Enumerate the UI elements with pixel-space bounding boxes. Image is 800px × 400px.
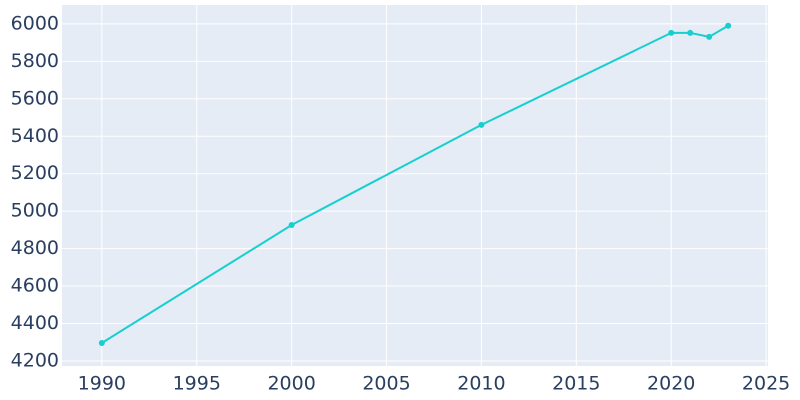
y-tick-label: 5400 <box>11 125 59 147</box>
point <box>687 29 694 36</box>
y-tick-label: 5000 <box>11 200 59 222</box>
plot-area <box>62 5 768 366</box>
x-tick-label: 1995 <box>173 373 221 395</box>
y-tick-label: 6000 <box>11 12 59 34</box>
point <box>98 339 105 346</box>
x-tick-label: 2015 <box>552 373 600 395</box>
x-tick-label: 1990 <box>78 373 126 395</box>
y-tick-label: 5600 <box>11 87 59 109</box>
y-tick-label: 4600 <box>11 275 59 297</box>
x-tick-label: 2000 <box>267 373 315 395</box>
y-tick-label: 4800 <box>11 237 59 259</box>
y-tick-label: 5200 <box>11 162 59 184</box>
point <box>668 29 675 36</box>
point <box>706 33 713 40</box>
x-tick-label: 2005 <box>362 373 410 395</box>
x-tick-label: 2025 <box>742 373 790 395</box>
x-tick-label: 2010 <box>457 373 505 395</box>
y-tick-label: 5800 <box>11 50 59 72</box>
x-tick-label: 2020 <box>647 373 695 395</box>
point <box>725 22 732 29</box>
point <box>478 121 485 128</box>
point <box>288 222 295 229</box>
y-tick-label: 4400 <box>11 312 59 334</box>
y-tick-label: 4200 <box>11 349 59 371</box>
